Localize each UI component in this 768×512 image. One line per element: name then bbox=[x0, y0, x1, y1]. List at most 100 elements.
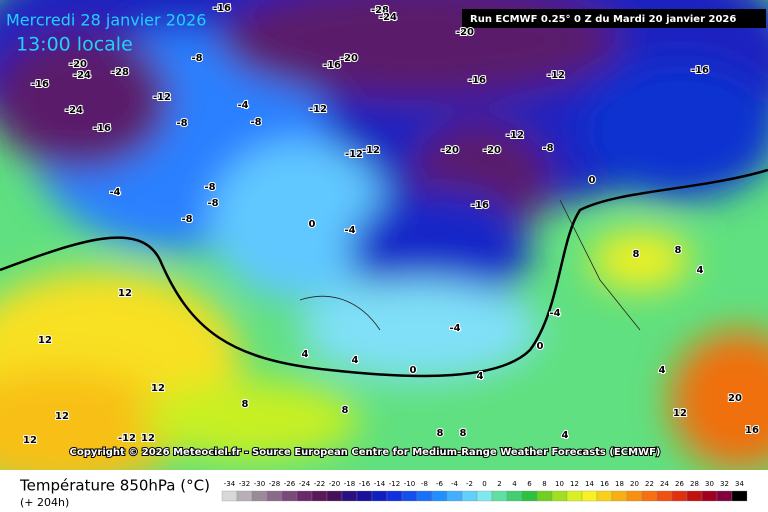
map-date: Mercredi 28 janvier 2026 bbox=[6, 11, 206, 30]
contour-label: -16 bbox=[471, 200, 489, 211]
contour-label: -12 bbox=[547, 70, 565, 81]
colorbar-swatch bbox=[506, 490, 523, 502]
contour-label: -8 bbox=[250, 117, 261, 128]
contour-label: 12 bbox=[141, 433, 155, 444]
colorbar-tick-label: 10 bbox=[555, 480, 564, 488]
contour-label: 8 bbox=[633, 249, 640, 260]
colorbar-tick-label: -24 bbox=[299, 480, 311, 488]
contour-label: 12 bbox=[38, 335, 52, 346]
colorbar-swatch bbox=[371, 490, 388, 502]
colorbar-swatch bbox=[596, 490, 613, 502]
contour-label: 4 bbox=[562, 430, 569, 441]
contour-label: 12 bbox=[151, 383, 165, 394]
contour-label: -24 bbox=[65, 105, 83, 116]
colorbar-tick-label: -6 bbox=[436, 480, 444, 488]
contour-label: 4 bbox=[352, 355, 359, 366]
contour-label: -24 bbox=[73, 70, 91, 81]
contour-label: -8 bbox=[176, 118, 187, 129]
colorbar-swatch bbox=[266, 490, 283, 502]
colorbar-swatch bbox=[446, 490, 463, 502]
contour-label: 0 bbox=[410, 365, 417, 376]
contour-label: 20 bbox=[728, 393, 742, 404]
colorbar-tick-label: -10 bbox=[404, 480, 415, 488]
colorbar-tick-label: 12 bbox=[570, 480, 579, 488]
colorbar-tick-label: 32 bbox=[720, 480, 729, 488]
colorbar-swatch bbox=[731, 490, 748, 502]
contour-label: -4 bbox=[549, 308, 560, 319]
footer-lead: (+ 204h) bbox=[20, 496, 69, 509]
contour-label: 12 bbox=[673, 408, 687, 419]
colorbar-swatch bbox=[326, 490, 343, 502]
contour-label: -8 bbox=[181, 214, 192, 225]
colorbar-swatch bbox=[236, 490, 253, 502]
colorbar-tick-label: -30 bbox=[254, 480, 265, 488]
colorbar-tick-label: -32 bbox=[239, 480, 250, 488]
contour-label: -16 bbox=[323, 60, 341, 71]
colorbar-tick-label: -28 bbox=[269, 480, 280, 488]
contour-label: -16 bbox=[93, 123, 111, 134]
colorbar-swatch bbox=[296, 490, 313, 502]
contour-label: -16 bbox=[213, 3, 231, 14]
contour-label: -16 bbox=[31, 79, 49, 90]
contour-label: -12 bbox=[345, 149, 363, 160]
copyright: Copyright © 2026 Meteociel.fr - Source E… bbox=[70, 447, 661, 458]
colorbar-tick-label: 24 bbox=[660, 480, 669, 488]
colorbar-swatch bbox=[701, 490, 718, 502]
contour-label: 4 bbox=[659, 365, 666, 376]
colorbar-tick-label: 30 bbox=[705, 480, 714, 488]
map-labels: -16-20-24 -28-24-16-12-8-8-4 -8-8-8-4-8-12… bbox=[22, 2, 760, 447]
contour-label: -8 bbox=[207, 198, 218, 209]
colorbar-swatch bbox=[476, 490, 493, 502]
colorbar-swatch bbox=[581, 490, 598, 502]
colorbar-tick-label: -26 bbox=[284, 480, 296, 488]
contour-label: -20 bbox=[456, 27, 474, 38]
colorbar-tick-label: -18 bbox=[344, 480, 355, 488]
colorbar-tick-label: -22 bbox=[314, 480, 325, 488]
contour-label: 12 bbox=[55, 411, 69, 422]
contour-label: -20 bbox=[69, 59, 87, 70]
map-background bbox=[0, 0, 768, 490]
contour-label: -12 bbox=[506, 130, 524, 141]
colorbar-tick-label: 8 bbox=[542, 480, 546, 488]
contour-label: -12 bbox=[153, 92, 171, 103]
contour-label: 4 bbox=[477, 371, 484, 382]
colorbar-tick-label: 0 bbox=[482, 480, 486, 488]
colorbar-tick-label: 18 bbox=[615, 480, 624, 488]
colorbar-swatch bbox=[251, 490, 268, 502]
colorbar-swatch bbox=[461, 490, 478, 502]
colorbar-tick-label: -4 bbox=[451, 480, 459, 488]
contour-label: -28 bbox=[111, 67, 129, 78]
colorbar-swatch bbox=[221, 490, 238, 502]
contour-label: -12 bbox=[362, 145, 380, 156]
contour-label: -4 bbox=[109, 187, 120, 198]
colorbar-tick-label: -20 bbox=[329, 480, 340, 488]
colorbar-tick-label: 34 bbox=[735, 480, 744, 488]
colorbar-swatch bbox=[536, 490, 553, 502]
contour-label: 16 bbox=[745, 425, 759, 436]
colorbar-swatch bbox=[656, 490, 673, 502]
contour-label: -20 bbox=[441, 145, 459, 156]
colorbar-tick-label: 28 bbox=[690, 480, 699, 488]
colorbar-swatch bbox=[431, 490, 448, 502]
colorbar-swatch bbox=[341, 490, 358, 502]
colorbar-swatch bbox=[611, 490, 628, 502]
colorbar-tick-label: 6 bbox=[527, 480, 532, 488]
contour-label: 8 bbox=[437, 428, 444, 439]
colorbar-tick-label: -34 bbox=[224, 480, 236, 488]
contour-label: -16 bbox=[691, 65, 709, 76]
colorbar-tick-label: 20 bbox=[630, 480, 639, 488]
colorbar-swatch bbox=[521, 490, 538, 502]
colorbar-tick-label: -14 bbox=[374, 480, 386, 488]
contour-label: -4 bbox=[449, 323, 460, 334]
colorbar-tick-label: 26 bbox=[675, 480, 684, 488]
colorbar-swatch bbox=[356, 490, 373, 502]
contour-label: 8 bbox=[242, 399, 249, 410]
colorbar-tick-label: 2 bbox=[497, 480, 501, 488]
run-info: Run ECMWF 0.25° 0 Z du Mardi 20 janvier … bbox=[470, 14, 736, 25]
contour-label: 12 bbox=[118, 288, 132, 299]
colorbar-tick-label: -8 bbox=[421, 480, 428, 488]
contour-label: 8 bbox=[675, 245, 682, 256]
colorbar-tick-label: 16 bbox=[600, 480, 609, 488]
colorbar-swatch bbox=[686, 490, 703, 502]
colorbar-swatch bbox=[626, 490, 643, 502]
